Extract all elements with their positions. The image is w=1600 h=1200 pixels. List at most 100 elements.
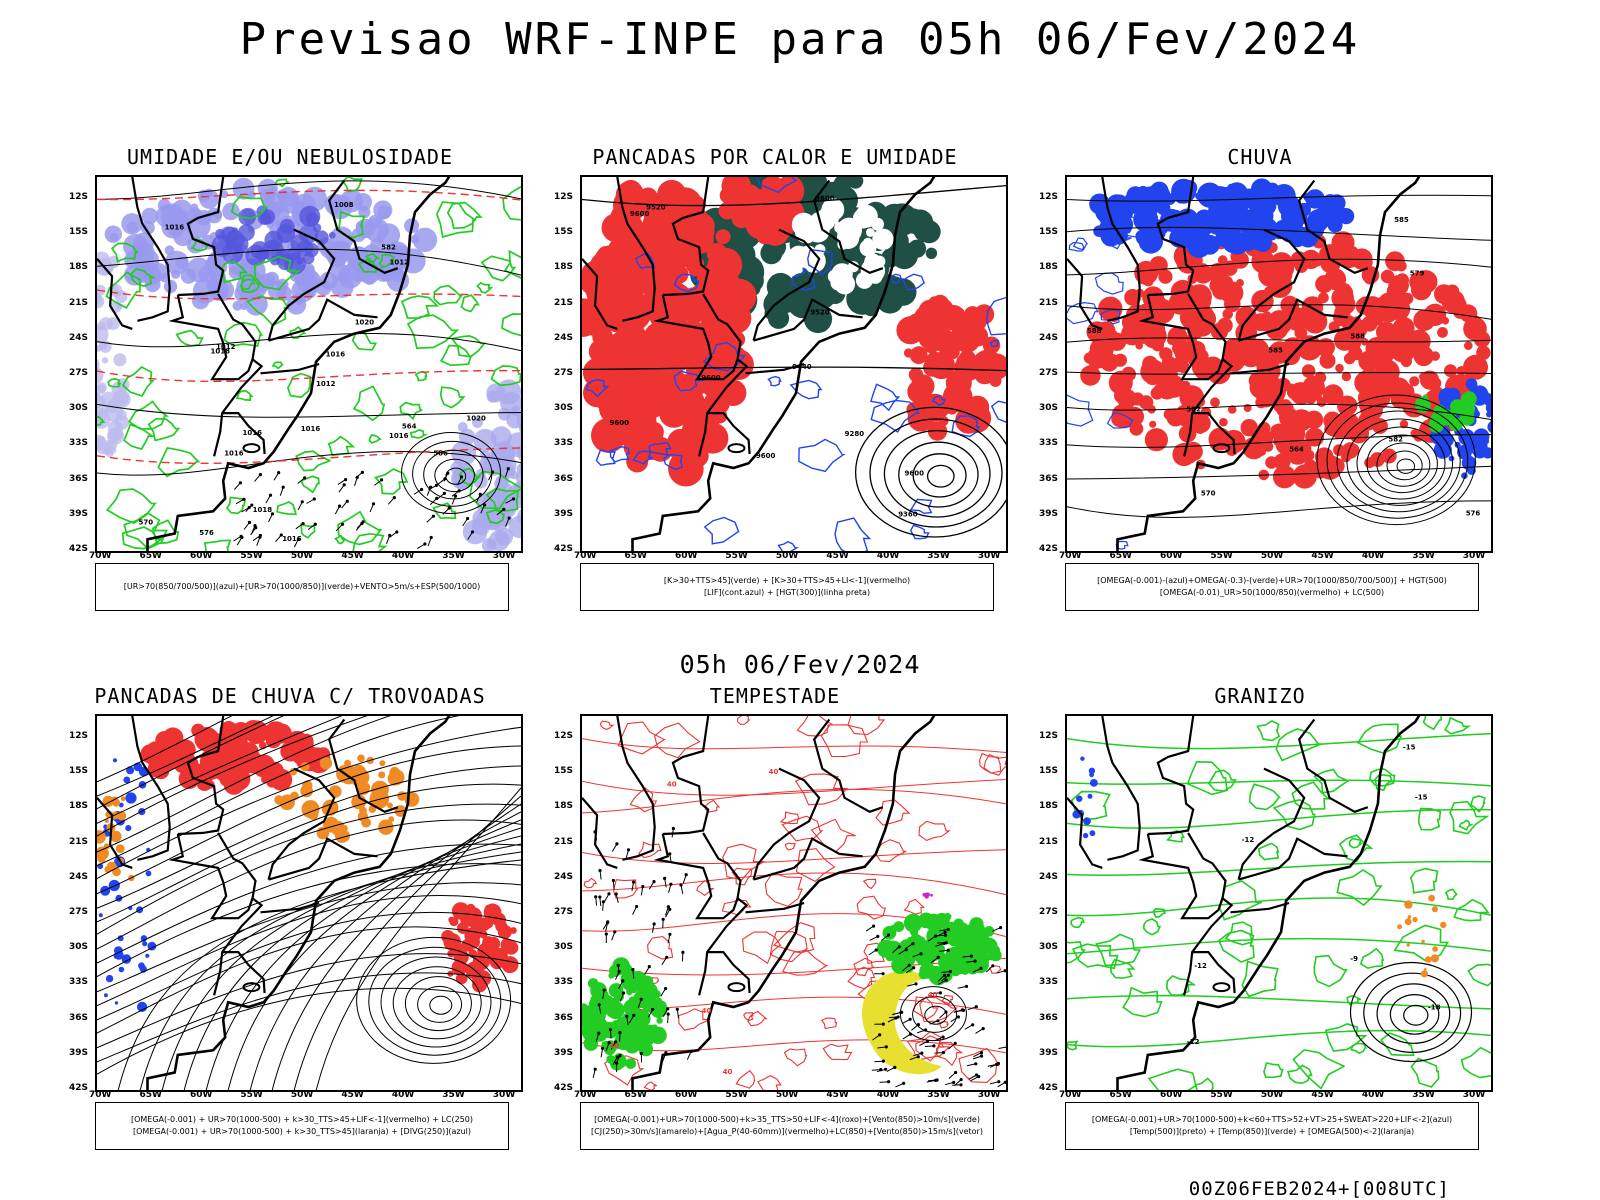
lon-tick-label: 40W (391, 551, 415, 561)
lat-tick-label: 15S (69, 227, 89, 238)
shaded-area (1072, 756, 1098, 839)
lon-tick-label: 45W (341, 1090, 364, 1100)
political-border (698, 358, 749, 457)
map-canvas: -12 -15 -9 -12 -15 -18 -12 (1067, 716, 1491, 1090)
lon-tick-label: 65W (139, 551, 162, 561)
political-border (582, 258, 618, 330)
contour-label: 588 (1087, 327, 1102, 335)
lon-tick-label: 35W (927, 551, 950, 561)
lat-tick-label: 21S (554, 836, 574, 847)
contour-label: 9520 (810, 309, 830, 317)
panel-pancadas-trovoadas: PANCADAS DE CHUVA C/ TROVOADAS 12S 15S 18S 2… (55, 684, 525, 1164)
political-border (1183, 897, 1234, 996)
contour-label: 1012 (216, 343, 236, 351)
legend-line: [OMEGA(-0.001) + UR>70(1000-500) + k>30_… (130, 1115, 474, 1124)
lon-tick-label: 45W (826, 551, 849, 561)
lon-tick-label: 70W (89, 551, 112, 561)
lon-tick-label: 40W (876, 1090, 900, 1100)
lat-tick-label: 39S (1039, 1047, 1059, 1058)
contour-label: 9440 (792, 363, 812, 371)
lat-tick-label: 24S (1039, 871, 1059, 882)
lagoa-dos-patos (242, 443, 261, 454)
political-border (267, 767, 336, 880)
wind-vector (233, 467, 516, 550)
legend-line: [CJ(250)>30m/s](amarelo)+[Agua_P(40-60mm… (591, 1127, 983, 1136)
contour-line (97, 177, 521, 551)
political-border (222, 951, 266, 994)
panel-chuva: CHUVA 582 585 588 576 570 564 585 588 582 579 12S 15… (1025, 145, 1495, 625)
lat-tick-label: 33S (69, 977, 89, 988)
lat-tick-label: 33S (554, 977, 574, 988)
political-border (327, 179, 399, 275)
contour-label: 40 (667, 781, 677, 789)
map-frame: 582 585 588 576 570 564 585 588 582 579 (1065, 175, 1493, 553)
contour-label: 579 (1410, 270, 1425, 278)
lon-tick-label: 50W (1260, 1090, 1284, 1100)
isoline (1067, 732, 1491, 1048)
panel-granizo: GRANIZO -12 -15 -9 -12 -15 -18 -12 12S 15S 18S 21S 2… (1025, 684, 1495, 1164)
legend-line: [OMEGA(-0.01)_UR>50(1000/850)(vermelho) … (1159, 588, 1385, 597)
contour-label: -12 (1194, 962, 1207, 970)
political-border (698, 897, 749, 996)
shaded-area (922, 892, 933, 899)
political-border (131, 177, 171, 322)
contour-label: 9600 (630, 210, 650, 218)
streamline (97, 716, 521, 1090)
political-border (753, 298, 863, 342)
lat-tick-label: 27S (1039, 907, 1059, 917)
lon-tick-label: 70W (1059, 551, 1082, 561)
lat-tick-label: 39S (554, 1047, 574, 1058)
political-border (177, 716, 225, 836)
political-border (1183, 358, 1234, 457)
map-canvas: 582 585 588 576 570 564 585 588 582 579 (1067, 177, 1491, 551)
mid-date: 05h 06/Fev/2024 (679, 650, 921, 679)
political-border (1297, 718, 1369, 814)
cyclone-contours (854, 406, 1006, 538)
contour-line (585, 177, 1006, 551)
lat-tick-label: 36S (1039, 1012, 1059, 1023)
contour-label: 570 (1201, 489, 1216, 497)
contour-label: 586 (433, 450, 448, 458)
political-border (1237, 228, 1306, 341)
political-border (168, 293, 257, 381)
lat-tick-label: 18S (1039, 801, 1059, 812)
contour-label-group: -12 -15 -9 -12 -15 -18 -12 (1187, 744, 1441, 1046)
lat-tick-label: 36S (69, 1012, 89, 1023)
political-border (653, 832, 742, 920)
lat-tick-label: 15S (554, 766, 574, 777)
lat-tick-label: 30S (1039, 403, 1059, 414)
contour-label: -12 (1242, 836, 1255, 844)
political-border (1238, 837, 1348, 881)
lon-tick-label: 30W (977, 551, 1001, 561)
lon-tick-label: 50W (1260, 551, 1284, 561)
panel-tempestade: TEMPESTADE 40 40 40 40 40 40 12S 15S 18S 21S 24S 27S… (540, 684, 1010, 1164)
political-border (222, 412, 266, 455)
contour-label: 1018 (211, 348, 231, 356)
lon-tick-label: 30W (1462, 551, 1486, 561)
lon-tick-label: 65W (139, 1090, 162, 1100)
lat-tick-label: 18S (69, 801, 89, 812)
lat-tick-label: 33S (1039, 977, 1059, 988)
lat-tick-label: 33S (69, 438, 89, 449)
cyclone-contours (1349, 961, 1473, 1063)
lat-tick-label: 18S (1039, 262, 1059, 273)
contour-label-group: 1012 1016 1018 1016 1016 1020 1012 1016 1016 1018… (139, 201, 487, 543)
panel-title: GRANIZO (1214, 684, 1306, 708)
lon-tick-label: 60W (1160, 551, 1183, 561)
lon-tick-label: 40W (1361, 551, 1385, 561)
lon-tick-label: 65W (1109, 551, 1132, 561)
political-border (267, 228, 336, 341)
cyclone-contours (1316, 394, 1476, 526)
contour-label: 1016 (165, 223, 185, 231)
shaded-area (788, 198, 894, 295)
contour-label: 9600 (815, 194, 835, 202)
contour-label-group: 582 585 588 576 570 564 585 588 582 579 (1087, 216, 1481, 517)
political-border (1067, 797, 1103, 869)
lat-tick-label: 21S (554, 297, 574, 308)
contour-label: 40 (702, 1007, 712, 1015)
political-border (1230, 901, 1290, 914)
lat-tick-label: 18S (554, 262, 574, 273)
lat-tick-label: 39S (69, 1047, 89, 1058)
contour-label: 570 (139, 519, 154, 527)
map-frame: 1012 1016 1018 1016 1016 1020 1012 1016 1016 1018… (95, 175, 523, 553)
